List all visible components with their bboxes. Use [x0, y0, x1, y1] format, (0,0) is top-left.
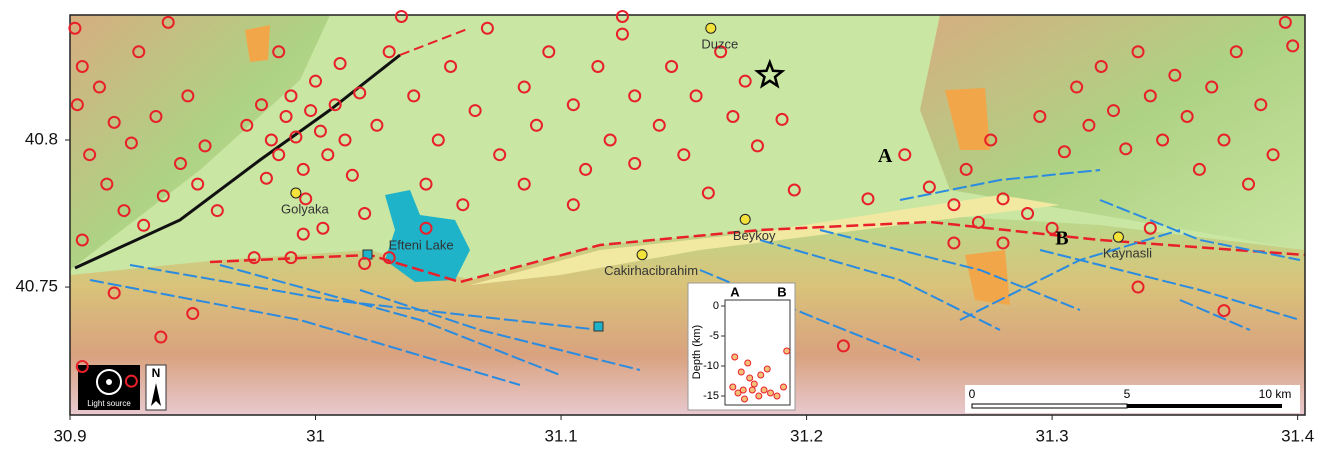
light-source: Light source [87, 399, 131, 408]
hypocenter [761, 387, 767, 393]
hypocenter [768, 390, 774, 396]
town [740, 214, 750, 224]
x-tick-label: 30.9 [53, 426, 86, 445]
town-label: Cakirhacibrahim [604, 263, 698, 278]
town [291, 188, 301, 198]
hypocenter [781, 384, 787, 390]
hypocenter [742, 396, 748, 402]
section-tick-label: -5 [709, 330, 719, 342]
hypocenter [764, 366, 770, 372]
hypocenter [751, 381, 757, 387]
map-figure: A B Depth (km) 0-5-10-15 Light source N … [0, 0, 1337, 450]
x-tick-label: 31 [306, 426, 325, 445]
legend-light: Light source N [78, 365, 166, 410]
section-a: A [730, 284, 740, 299]
scale-bar: 0 5 10 km [965, 385, 1300, 413]
y-tick-label: 40.8 [25, 129, 58, 148]
lake-label: Efteni Lake [389, 237, 454, 252]
hypocenter [730, 384, 736, 390]
town-label: Golyaka [281, 201, 329, 216]
x-tick-label: 31.1 [545, 426, 578, 445]
north-label: N [152, 366, 161, 380]
section-tick-label: -10 [703, 360, 719, 372]
town [1113, 232, 1123, 242]
town [637, 250, 647, 260]
section-tick-label: 0 [713, 300, 719, 312]
hypocenter [745, 360, 751, 366]
hypocenter [740, 387, 746, 393]
x-tick-label: 31.4 [1281, 426, 1314, 445]
y-tick-label: 40.75 [15, 277, 58, 296]
x-tick-label: 31.2 [790, 426, 823, 445]
section-end: A [878, 145, 893, 167]
hypocenter [738, 369, 744, 375]
hypocenter [749, 387, 755, 393]
section-b: B [777, 284, 786, 299]
section-end: B [1055, 228, 1068, 250]
hypocenter [784, 348, 790, 354]
section-tick-label: -15 [703, 390, 719, 402]
town-label: Beykoy [733, 228, 776, 243]
scale-0: 0 [969, 387, 976, 401]
depth-section: A B Depth (km) 0 -5 -10 -15 [688, 283, 795, 410]
section-ylabel: Depth (km) [691, 325, 703, 379]
scale-10: 10 km [1259, 387, 1292, 401]
x-tick-label: 31.3 [1036, 426, 1069, 445]
town-label: Kaynasli [1103, 245, 1152, 260]
hypocenter [747, 375, 753, 381]
town-label: Duzce [701, 37, 738, 52]
hypocenter [758, 372, 764, 378]
hypocenter [756, 393, 762, 399]
town [706, 23, 716, 33]
hypocenter [732, 354, 738, 360]
scale-5: 5 [1124, 387, 1131, 401]
hypocenter [774, 393, 780, 399]
